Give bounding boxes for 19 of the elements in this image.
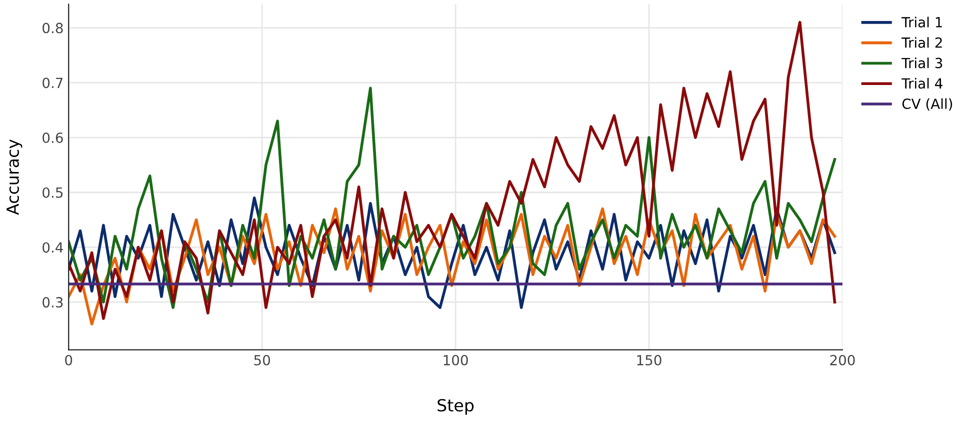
y-axis-title: Accuracy	[6, 139, 22, 215]
x-tick-label: 100	[444, 354, 468, 366]
line-series	[68, 20, 836, 320]
legend-label: Trial 2	[902, 37, 942, 48]
x-tick-label: 150	[637, 354, 662, 366]
y-tick-label: 0.7	[42, 78, 63, 88]
y-tick-label: 0.6	[42, 132, 63, 143]
legend-label: Trial 4	[902, 78, 942, 89]
y-tick-label: 0.4	[42, 242, 63, 253]
y-tick-label: 0.8	[42, 22, 63, 34]
legend-label: CV (All)	[902, 98, 952, 111]
legend-label: Trial 3	[902, 58, 942, 68]
x-tick-label: 50	[254, 354, 270, 366]
x-axis-title: Step	[438, 398, 474, 415]
x-tick-label: 0	[65, 354, 72, 366]
y-tick-label: 0.3	[42, 297, 63, 308]
x-tick-label: 200	[830, 354, 855, 366]
legend-label: Trial 1	[902, 16, 942, 28]
y-tick-label: 0.5	[42, 187, 63, 198]
